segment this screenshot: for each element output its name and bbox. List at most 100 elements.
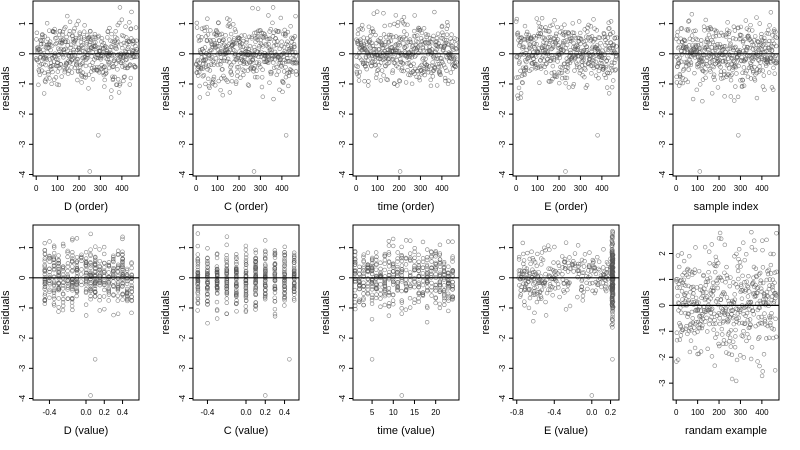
- data-point: [573, 54, 579, 59]
- data-point: [445, 41, 450, 46]
- data-point: [572, 46, 578, 52]
- data-point: [282, 270, 287, 275]
- data-point: [403, 287, 409, 293]
- data-point: [56, 274, 61, 280]
- data-point: [609, 250, 615, 255]
- data-point: [111, 312, 116, 318]
- data-point: [598, 40, 603, 46]
- data-point: [357, 50, 362, 56]
- data-point: [610, 289, 615, 294]
- data-point: [683, 290, 689, 296]
- data-point: [282, 69, 287, 74]
- data-point: [416, 280, 421, 285]
- y-axis-label: residuals: [160, 66, 172, 111]
- data-point: [771, 65, 776, 71]
- data-point: [279, 43, 285, 49]
- data-point: [687, 349, 693, 355]
- data-point: [717, 274, 722, 280]
- data-point: [581, 264, 587, 269]
- data-point: [252, 30, 257, 36]
- data-point: [543, 271, 548, 277]
- data-point: [97, 294, 102, 299]
- data-point: [365, 250, 371, 255]
- data-point: [680, 280, 686, 285]
- data-point: [676, 57, 681, 62]
- data-point: [250, 57, 256, 63]
- data-point: [107, 60, 113, 65]
- data-point: [202, 45, 208, 50]
- data-point: [423, 32, 429, 37]
- data-point: [418, 48, 423, 54]
- data-point: [437, 272, 443, 277]
- data-point: [562, 75, 568, 81]
- data-point: [397, 169, 403, 174]
- data-point: [751, 280, 756, 285]
- data-point: [440, 60, 445, 65]
- data-point: [49, 81, 54, 87]
- data-point: [234, 280, 239, 285]
- data-point: [117, 81, 123, 87]
- data-point: [88, 247, 93, 252]
- data-point: [561, 48, 566, 53]
- data-point: [550, 43, 556, 48]
- data-point: [752, 64, 757, 70]
- x-tick-label: 15: [410, 408, 419, 417]
- data-point: [429, 250, 434, 255]
- data-point: [749, 39, 754, 44]
- data-point: [282, 263, 287, 269]
- data-point: [251, 169, 257, 174]
- data-point: [395, 285, 400, 291]
- data-point: [699, 325, 705, 331]
- data-point: [409, 81, 415, 87]
- data-point: [234, 301, 239, 306]
- data-point: [546, 41, 552, 46]
- data-point: [272, 266, 278, 272]
- data-point: [75, 77, 80, 83]
- data-point: [280, 60, 285, 66]
- data-point: [375, 9, 380, 14]
- data-point: [225, 79, 230, 84]
- data-point: [686, 311, 692, 317]
- data-point: [223, 33, 228, 38]
- x-tick-label: 0.4: [117, 408, 129, 417]
- data-point: [552, 286, 558, 291]
- data-point: [754, 286, 760, 291]
- data-point: [575, 62, 580, 67]
- data-point: [93, 266, 98, 271]
- data-point: [565, 59, 570, 65]
- data-point: [106, 279, 111, 285]
- data-point: [48, 67, 54, 72]
- data-point: [746, 299, 751, 305]
- data-point: [728, 344, 734, 349]
- x-tick-label: 20: [431, 408, 440, 417]
- data-point: [102, 306, 107, 312]
- data-point: [399, 267, 405, 272]
- y-axis-label: residuals: [0, 290, 12, 335]
- data-point: [554, 278, 559, 284]
- data-point: [247, 34, 252, 39]
- data-point: [92, 282, 98, 287]
- data-point: [102, 287, 107, 293]
- data-point: [584, 280, 589, 286]
- data-point: [727, 283, 732, 289]
- data-point: [557, 29, 563, 35]
- data-point: [733, 327, 738, 333]
- data-point: [731, 321, 737, 327]
- data-point: [88, 265, 93, 270]
- data-point: [528, 291, 533, 296]
- data-point: [688, 60, 694, 65]
- data-point: [253, 284, 258, 289]
- data-point: [232, 27, 238, 32]
- data-point: [733, 84, 738, 89]
- data-point: [697, 59, 702, 64]
- data-point: [577, 70, 583, 76]
- data-point: [354, 69, 360, 75]
- data-point: [205, 258, 210, 264]
- data-point: [679, 289, 685, 294]
- data-point: [562, 22, 567, 27]
- data-point: [102, 268, 107, 273]
- data-point: [279, 39, 284, 44]
- data-point: [69, 303, 75, 309]
- y-tick-label: 1: [658, 277, 667, 282]
- data-point: [423, 40, 428, 45]
